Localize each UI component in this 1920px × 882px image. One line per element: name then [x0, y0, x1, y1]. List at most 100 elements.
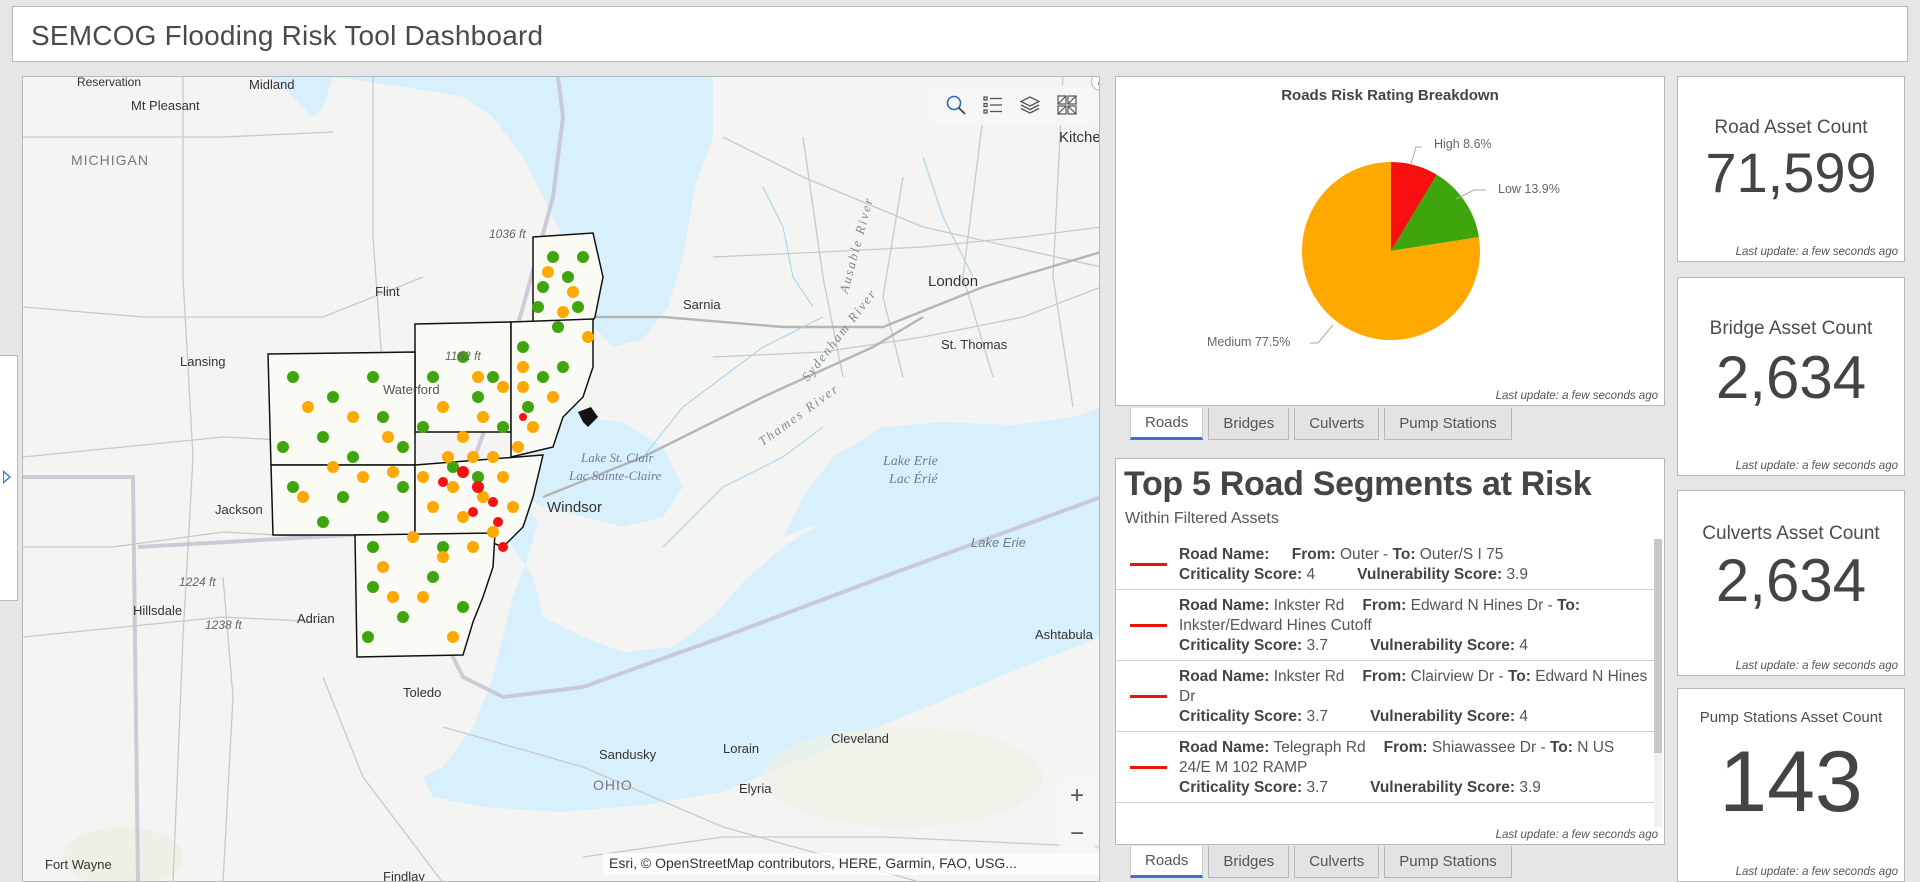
last-update: Last update: a few seconds ago — [1735, 246, 1898, 258]
map-label: Hillsdale — [133, 603, 183, 618]
to-value: Outer/S I 75 — [1419, 546, 1504, 563]
vulnerability-value: 3.9 — [1519, 779, 1541, 796]
from-value: Edward N Hines Dr — [1410, 597, 1544, 614]
risk-line-swatch — [1130, 766, 1167, 769]
dashboard-title: SEMCOG Flooding Risk Tool Dashboard — [31, 20, 544, 51]
last-update: Last update: a few seconds ago — [1735, 460, 1898, 472]
map-label: 1238 ft — [205, 618, 242, 632]
road-name-label: Road Name: — [1179, 597, 1270, 614]
kpi-label: Culverts Asset Count — [1702, 523, 1880, 544]
layers-button[interactable] — [1016, 91, 1044, 119]
risk-line-swatch — [1130, 563, 1167, 566]
map-label: Kitche — [1059, 129, 1100, 146]
dashboard-header: SEMCOG Flooding Risk Tool Dashboard — [12, 6, 1908, 62]
last-update: Last update: a few seconds ago — [1495, 390, 1658, 402]
map-label: Jackson — [215, 502, 263, 517]
pie-slice-low — [1391, 174, 1479, 251]
list-item[interactable]: Road Name: Telegraph Rd From: Shiawassee … — [1116, 732, 1656, 803]
tab-pump-stations[interactable]: Pump Stations — [1384, 846, 1512, 878]
side-panel-expand-button[interactable] — [0, 355, 18, 601]
from-value: Outer — [1339, 546, 1379, 563]
map-label: Ashtabula — [1035, 627, 1093, 642]
map-label: OHIO — [593, 777, 633, 793]
vulnerability-value: 4 — [1519, 708, 1528, 725]
list-subtitle: Within Filtered Assets — [1125, 510, 1279, 527]
kpi-label: Road Asset Count — [1714, 117, 1868, 138]
kpi-value: 143 — [1719, 734, 1863, 830]
tab-roads[interactable]: Roads — [1130, 408, 1204, 440]
to-label: To: — [1392, 546, 1416, 563]
road-name-label: Road Name: — [1179, 739, 1270, 756]
criticality-value: 4 — [1306, 566, 1316, 583]
pie-slice-high — [1391, 162, 1437, 251]
vulnerability-value: 3.9 — [1506, 566, 1528, 583]
tab-pump-stations[interactable]: Pump Stations — [1384, 408, 1512, 440]
risk-list: Road Name: From: Outer - To: Outer/S I 7… — [1116, 539, 1656, 829]
zoom-control: + − — [1059, 777, 1095, 853]
pie-label-medium: Medium 77.5% — [1207, 335, 1291, 349]
map-label: Toledo — [403, 685, 442, 700]
list-item[interactable]: Road Name: Inkster Rd From: Edward N Hine… — [1116, 590, 1656, 661]
map-label: Findlay — [383, 869, 425, 882]
tab-bridges[interactable]: Bridges — [1208, 408, 1290, 440]
search-icon — [946, 95, 966, 115]
map-label: 1036 ft — [489, 227, 526, 241]
map-label: Windsor — [547, 499, 603, 516]
map-label: 1162 ft — [445, 349, 481, 363]
map-label: Sarnia — [683, 297, 721, 312]
criticality-value: 3.7 — [1306, 637, 1329, 654]
map-label: Lake Erie — [971, 535, 1026, 550]
map-label: 1224 ft — [179, 575, 216, 589]
kpi-label: Bridge Asset Count — [1709, 318, 1873, 339]
tab-culverts[interactable]: Culverts — [1294, 846, 1380, 878]
map-label: Elyria — [739, 781, 772, 796]
from-value: Clairview Dr — [1410, 668, 1495, 685]
to-value: Edward N Hines Dr — [1179, 668, 1648, 705]
map-label: Midland — [249, 77, 295, 92]
tab-culverts[interactable]: Culverts — [1294, 408, 1380, 440]
map-label: MICHIGAN — [71, 152, 149, 168]
to-label: To: — [1507, 668, 1531, 685]
map-label: Lac Sainte-Claire — [569, 468, 662, 483]
risk-data-layer[interactable] — [23, 77, 1100, 882]
roads-risk-pie-card: Roads Risk Rating Breakdown High 8.6% Lo… — [1115, 76, 1665, 406]
to-value: Inkster/Edward Hines Cutoff — [1179, 617, 1372, 634]
kpi-label: Pump Stations Asset Count — [1699, 709, 1883, 726]
legend-button[interactable] — [979, 91, 1007, 119]
pie-chart[interactable] — [1116, 77, 1666, 407]
map-label: Adrian — [297, 611, 335, 626]
pie-tabs: Roads Bridges Culverts Pump Stations — [1130, 408, 1512, 440]
fullscreen-icon: ⤢ — [1097, 77, 1099, 87]
map-view[interactable]: Reservation Midland Mt Pleasant MICHIGAN… — [22, 76, 1100, 882]
zoom-in-button[interactable]: + — [1069, 782, 1084, 809]
map-label: Mt Pleasant — [131, 98, 200, 113]
last-update: Last update: a few seconds ago — [1735, 660, 1898, 672]
map-label: St. Thomas — [941, 337, 1008, 352]
map-label: Cleveland — [831, 731, 889, 746]
map-label: Reservation — [77, 76, 142, 89]
to-label: To: — [1557, 597, 1581, 614]
culverts-asset-count-card: Culverts Asset Count 2,634 Last update: … — [1677, 490, 1905, 676]
vulnerability-label: Vulnerability Score: — [1357, 566, 1503, 583]
list-item[interactable]: Road Name: Inkster Rd From: Clairview Dr … — [1116, 661, 1656, 732]
to-label: To: — [1549, 739, 1573, 756]
list-scrollbar-thumb[interactable] — [1654, 539, 1662, 753]
list-item[interactable]: Road Name: From: Outer - To: Outer/S I 7… — [1116, 539, 1656, 590]
risk-line-swatch — [1130, 695, 1167, 698]
map-attribution: Esri, © OpenStreetMap contributors, HERE… — [603, 853, 1099, 875]
search-button[interactable] — [942, 91, 970, 119]
tab-roads[interactable]: Roads — [1130, 846, 1204, 878]
to-value: N US 24/E M 102 RAMP — [1179, 739, 1615, 776]
last-update: Last update: a few seconds ago — [1735, 866, 1898, 878]
pie-slice-medium — [1301, 162, 1480, 340]
basemap-gallery-button[interactable] — [1053, 91, 1081, 119]
zoom-out-button[interactable]: − — [1069, 820, 1084, 847]
top5-road-segments-card: Top 5 Road Segments at Risk Within Filte… — [1115, 458, 1665, 845]
criticality-label: Criticality Score: — [1179, 779, 1303, 796]
map-toolbar — [929, 85, 1093, 125]
kpi-value: 71,599 — [1705, 141, 1877, 204]
road-asset-count-card: Road Asset Count 71,599 Last update: a f… — [1677, 76, 1905, 262]
list-tabs: Roads Bridges Culverts Pump Stations — [1130, 846, 1512, 878]
basemap — [23, 77, 1099, 881]
tab-bridges[interactable]: Bridges — [1208, 846, 1290, 878]
